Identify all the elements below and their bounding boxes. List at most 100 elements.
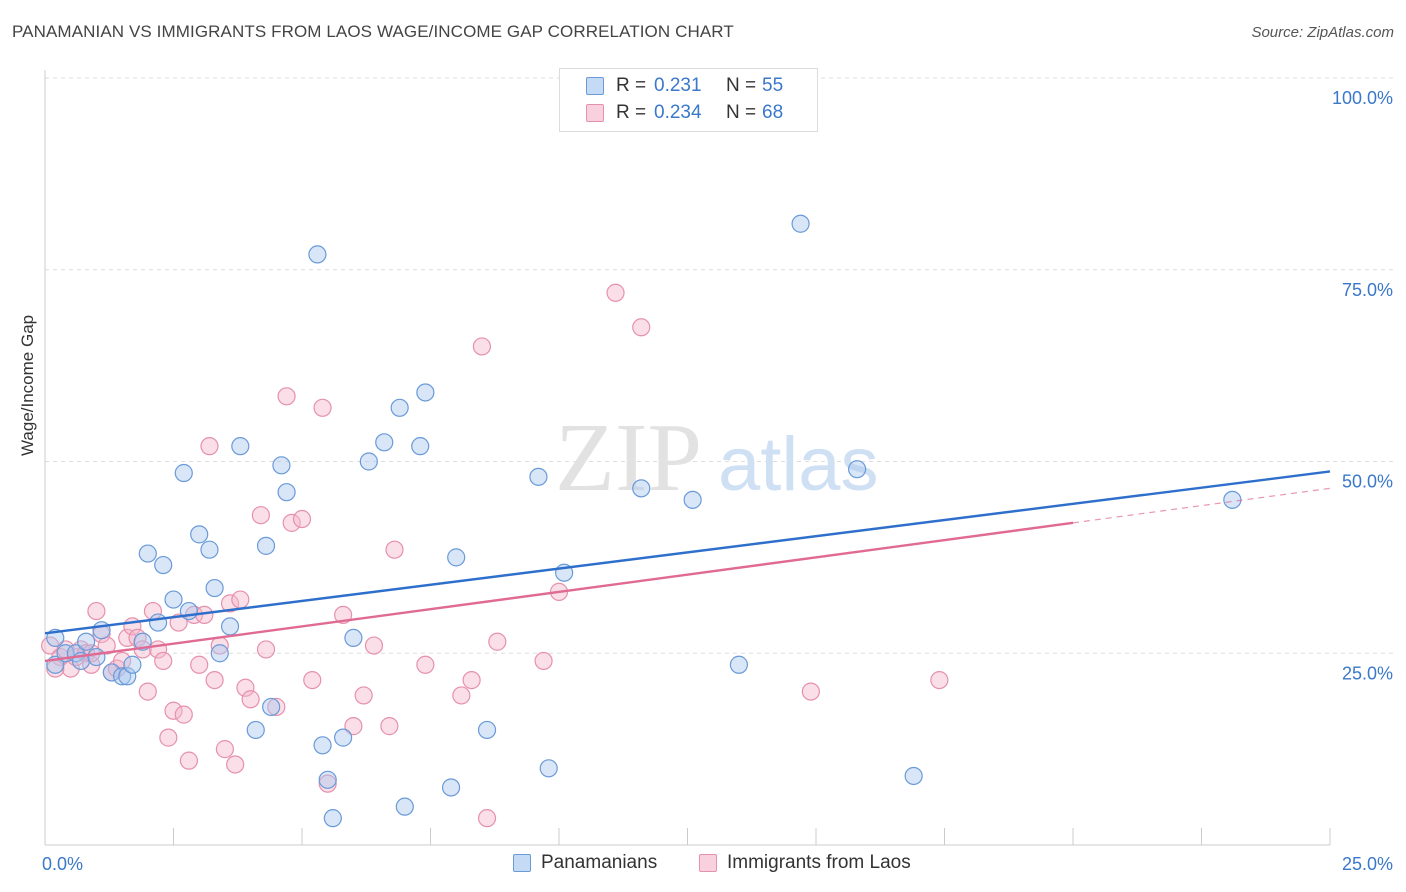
trend-line-panamanians: [44, 470, 1331, 635]
legend-r-value: 0.234: [654, 102, 702, 123]
point-immigrants-from-laos: [303, 670, 322, 690]
trend-lines: [44, 470, 1331, 663]
point-panamanians: [210, 644, 229, 663]
point-immigrants-from-laos: [416, 655, 435, 674]
y-axis-label: Wage/Income Gap: [18, 314, 37, 456]
legend-label-panamanians: Panamanians: [541, 852, 658, 873]
point-immigrants-from-laos: [632, 318, 651, 337]
point-immigrants-from-laos: [313, 398, 332, 417]
legend-n-value: 55: [762, 75, 784, 96]
point-panamanians: [359, 452, 378, 471]
point-panamanians: [323, 809, 342, 828]
point-panamanians: [123, 655, 142, 674]
point-panamanians: [256, 536, 276, 555]
point-immigrants-from-laos: [251, 506, 270, 525]
watermark-atlas: atlas: [718, 422, 879, 507]
point-panamanians: [441, 778, 461, 797]
point-panamanians: [904, 766, 923, 786]
point-panamanians: [190, 525, 209, 544]
point-immigrants-from-laos: [169, 613, 188, 632]
tick-labels: 25.0% 50.0% 75.0% 100.0% 0.0% 25.0%: [42, 88, 1393, 874]
point-panamanians: [683, 490, 702, 509]
watermark-zip: ZIP: [555, 404, 702, 512]
point-immigrants-from-laos: [292, 509, 312, 529]
legend-label-laos: Immigrants from Laos: [727, 852, 911, 873]
point-immigrants-from-laos: [318, 774, 337, 793]
point-panamanians: [205, 578, 224, 598]
point-immigrants-from-laos: [344, 717, 363, 736]
point-panamanians: [375, 433, 394, 452]
legend-r-value: 0.231: [654, 75, 702, 96]
legend-swatch-blue: [586, 77, 604, 95]
point-panamanians: [344, 628, 363, 648]
series-legend: Panamanians Immigrants from Laos: [0, 852, 1406, 876]
legend-n-label: N =: [726, 102, 757, 123]
point-panamanians: [112, 667, 132, 686]
point-immigrants-from-laos: [256, 640, 276, 659]
points-panamanians: [46, 214, 1242, 828]
point-panamanians: [395, 797, 414, 816]
point-panamanians: [138, 544, 157, 563]
chart-title: PANAMANIAN VS IMMIGRANTS FROM LAOS WAGE/…: [12, 22, 734, 41]
point-immigrants-from-laos: [190, 655, 209, 674]
watermark: ZIP atlas: [555, 404, 879, 512]
y-tick-label: 75.0%: [1342, 280, 1393, 300]
point-panamanians: [77, 632, 96, 651]
point-immigrants-from-laos: [231, 590, 250, 609]
point-panamanians: [118, 667, 137, 686]
point-immigrants-from-laos: [930, 670, 949, 690]
legend-item-laos: Immigrants from Laos: [699, 852, 911, 874]
legend-n-value: 68: [762, 102, 784, 123]
point-immigrants-from-laos: [472, 337, 491, 356]
points-immigrants-from-laos: [41, 283, 949, 828]
point-panamanians: [174, 463, 193, 483]
legend-n-label: N =: [726, 75, 757, 96]
point-panamanians: [313, 736, 332, 755]
trend-line-laos-extension: [1072, 487, 1331, 524]
legend-r-label: R =: [616, 75, 647, 96]
point-immigrants-from-laos: [282, 513, 301, 532]
point-immigrants-from-laos: [236, 678, 255, 697]
point-panamanians: [154, 555, 173, 575]
point-panamanians: [148, 613, 168, 632]
point-panamanians: [220, 617, 240, 636]
point-panamanians: [164, 590, 183, 609]
point-immigrants-from-laos: [385, 540, 404, 559]
point-panamanians: [848, 460, 867, 479]
point-immigrants-from-laos: [606, 283, 625, 302]
y-tick-label: 50.0%: [1342, 472, 1393, 492]
point-panamanians: [1223, 490, 1242, 509]
point-panamanians: [539, 759, 558, 778]
point-panamanians: [390, 398, 409, 417]
y-tick-label: 100.0%: [1332, 88, 1393, 108]
trend-line-laos: [44, 521, 1074, 663]
point-immigrants-from-laos: [364, 636, 384, 655]
point-panamanians: [231, 437, 250, 456]
axes: [44, 70, 1331, 846]
legend-row-laos: R = 0.234 N = 68: [586, 101, 783, 125]
point-panamanians: [791, 214, 810, 233]
point-panamanians: [529, 467, 548, 486]
point-panamanians: [477, 720, 497, 740]
point-panamanians: [334, 728, 353, 747]
point-immigrants-from-laos: [452, 686, 471, 705]
point-panamanians: [87, 647, 106, 667]
point-immigrants-from-laos: [174, 705, 193, 724]
legend-item-panamanians: Panamanians: [513, 852, 657, 874]
point-panamanians: [272, 456, 291, 475]
point-immigrants-from-laos: [179, 751, 199, 770]
point-immigrants-from-laos: [226, 755, 245, 774]
point-panamanians: [308, 245, 327, 264]
point-immigrants-from-laos: [462, 670, 481, 690]
point-panamanians: [447, 548, 466, 567]
point-panamanians: [200, 540, 219, 559]
point-immigrants-from-laos: [200, 437, 219, 456]
point-panamanians: [246, 720, 265, 740]
point-panamanians: [729, 655, 749, 674]
point-immigrants-from-laos: [380, 717, 399, 736]
point-panamanians: [102, 663, 121, 682]
point-immigrants-from-laos: [220, 594, 240, 613]
point-immigrants-from-laos: [164, 701, 183, 720]
point-immigrants-from-laos: [277, 387, 296, 406]
